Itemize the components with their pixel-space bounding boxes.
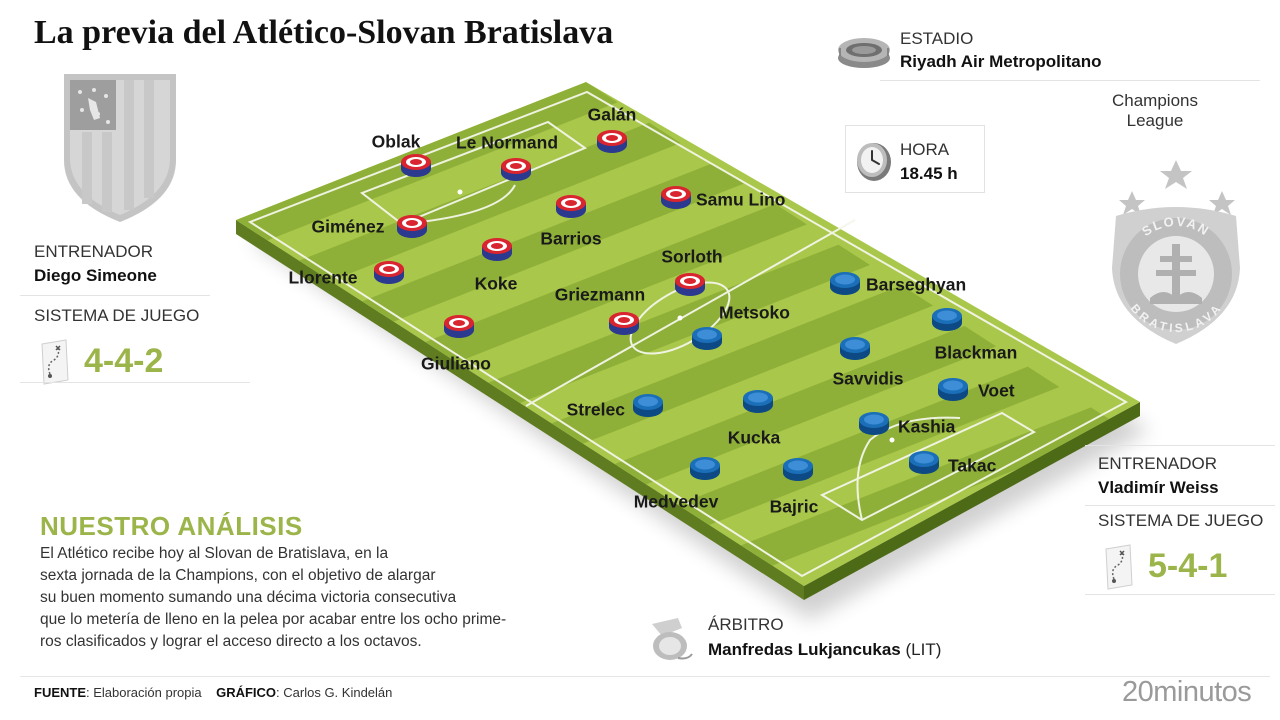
graphic-value: : Carlos G. Kindelán xyxy=(276,685,393,700)
player-name: Le Normand xyxy=(456,133,558,153)
player-name: Galán xyxy=(588,105,637,125)
player-marker xyxy=(859,412,889,435)
analysis-line: ros clasificados y lograr el acceso dire… xyxy=(40,633,422,650)
source-label: FUENTE xyxy=(34,685,86,700)
player-marker xyxy=(909,451,939,474)
player-name: Llorente xyxy=(288,268,357,288)
player-marker xyxy=(374,261,404,284)
player-marker xyxy=(830,272,860,295)
player-marker xyxy=(675,273,705,296)
competition-label: Champions League xyxy=(1095,91,1215,131)
stadium-name: Riyadh Air Metropolitano xyxy=(900,52,1102,71)
player-marker xyxy=(482,238,512,261)
player-name: Takac xyxy=(948,456,997,476)
clock-icon xyxy=(857,143,891,181)
player-name: Kashia xyxy=(898,417,956,437)
home-coach-label: ENTRENADOR xyxy=(34,242,154,261)
player-name: Barrios xyxy=(540,229,602,249)
brand-logo: 20minutos xyxy=(1122,676,1252,708)
home-coach-name: Diego Simeone xyxy=(34,266,157,285)
player-marker xyxy=(401,154,431,177)
referee-country: (LIT) xyxy=(905,640,942,659)
atletico-crest-icon xyxy=(64,74,176,222)
player-marker xyxy=(840,337,870,360)
analysis-heading: NUESTRO ANÁLISIS xyxy=(40,511,303,541)
home-system-value: 4-4-2 xyxy=(84,342,164,380)
tactics-board-icon xyxy=(1105,544,1133,590)
player-name: Medvedev xyxy=(634,492,719,512)
player-marker xyxy=(444,315,474,338)
referee-line: Manfredas Lukjancukas (LIT) xyxy=(708,640,941,660)
analysis-line: sexta jornada de la Champions, con el ob… xyxy=(40,567,436,584)
pitch-stripe xyxy=(299,122,681,282)
player-name: Metsoko xyxy=(719,303,790,323)
player-name: Koke xyxy=(475,274,518,294)
pitch-stripe xyxy=(488,244,870,403)
away-system-value: 5-4-1 xyxy=(1148,547,1228,585)
player-marker xyxy=(609,312,639,335)
player-marker xyxy=(501,158,531,181)
away-coach-label: ENTRENADOR xyxy=(1098,454,1218,473)
player-marker xyxy=(743,390,773,413)
away-coach-name: Vladimír Weiss xyxy=(1098,478,1219,497)
home-system-box: 4-4-2 xyxy=(38,338,198,385)
competition-line-1: Champions xyxy=(1112,91,1198,110)
player-name: Oblak xyxy=(372,132,421,152)
away-system-box: 5-4-1 xyxy=(1102,543,1262,590)
graphic-label: GRÁFICO xyxy=(216,685,277,700)
pitch-stripe xyxy=(740,407,1123,566)
page-title: La previa del Atlético-Slovan Bratislava xyxy=(34,14,614,51)
player-marker xyxy=(397,215,427,238)
player-name: Savvidis xyxy=(832,369,903,389)
player-marker xyxy=(690,457,720,480)
player-name: Giuliano xyxy=(421,354,491,374)
player-marker xyxy=(661,186,691,209)
player-name: Bajric xyxy=(770,497,819,517)
pitch-stripe xyxy=(614,326,997,485)
stadium-icon xyxy=(838,38,890,68)
time-label: HORA xyxy=(900,140,950,159)
player-marker xyxy=(556,195,586,218)
away-system-label: SISTEMA DE JUEGO xyxy=(1098,511,1264,530)
pitch-stripe xyxy=(362,163,744,322)
pitch-stripe xyxy=(677,366,1060,525)
slovan-crest-icon: SLOVAN BRATISLAVA xyxy=(1112,160,1240,344)
player-name: Samu Lino xyxy=(696,190,785,210)
referee-name: Manfredas Lukjancukas xyxy=(708,640,901,659)
player-name: Sorloth xyxy=(661,247,722,267)
referee-label: ÁRBITRO xyxy=(708,615,784,634)
player-marker xyxy=(597,130,627,153)
player-marker xyxy=(633,394,663,417)
home-system-label: SISTEMA DE JUEGO xyxy=(34,306,200,325)
tactics-board-icon xyxy=(41,339,69,385)
player-marker xyxy=(932,308,962,331)
player-name: Barseghyan xyxy=(866,275,966,295)
player-marker xyxy=(783,458,813,481)
player-marker xyxy=(938,378,968,401)
player-name: Kucka xyxy=(728,428,781,448)
player-name: Strelec xyxy=(567,400,626,420)
footer-credits: FUENTE: Elaboración propia GRÁFICO: Carl… xyxy=(34,685,392,700)
analysis-line: que lo metería de lleno en la pelea por … xyxy=(40,611,507,628)
analysis-line: El Atlético recibe hoy al Slovan de Brat… xyxy=(40,545,389,562)
player-name: Griezmann xyxy=(555,285,645,305)
source-value: : Elaboración propia xyxy=(86,685,202,700)
player-name: Voet xyxy=(978,381,1015,401)
player-name: Blackman xyxy=(935,343,1018,363)
whistle-icon xyxy=(652,618,693,660)
player-marker xyxy=(692,327,722,350)
pitch-stripe xyxy=(425,204,807,363)
time-value: 18.45 h xyxy=(900,164,958,183)
competition-line-2: League xyxy=(1126,111,1184,130)
stadium-label: ESTADIO xyxy=(900,29,974,48)
analysis-line: su buen momento sumando una décima victo… xyxy=(40,589,457,606)
player-name: Giménez xyxy=(312,217,385,237)
